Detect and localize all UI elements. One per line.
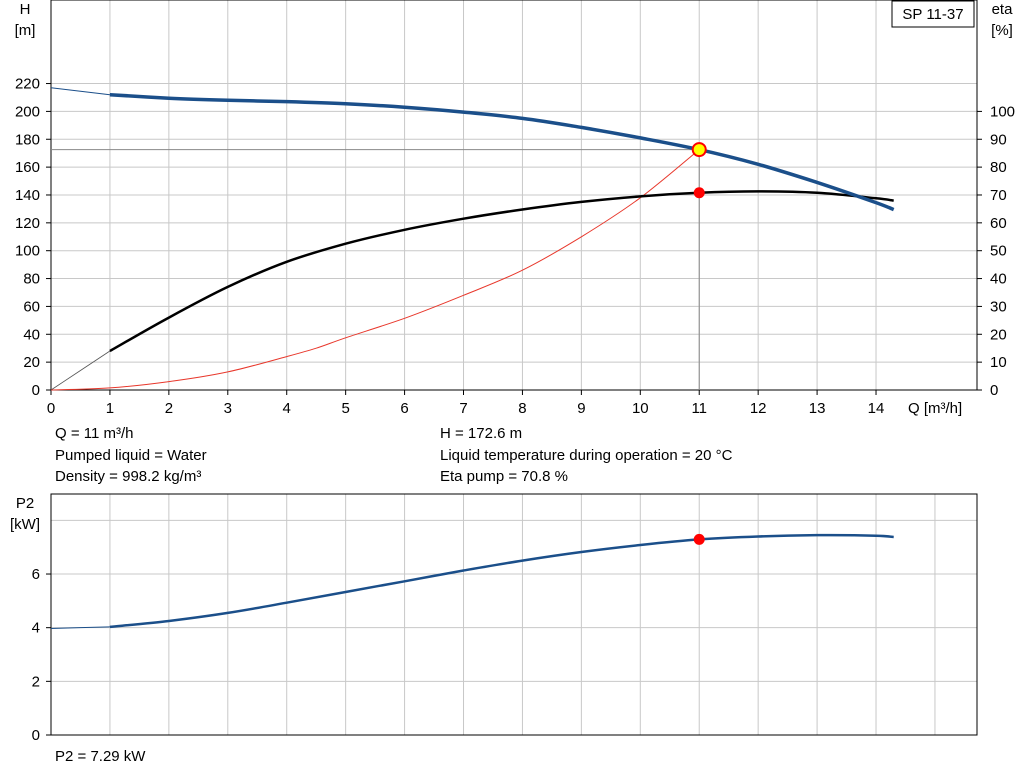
y2-tick-label: 100 [990, 103, 1015, 120]
y-axis-label-p2: P2 [16, 495, 34, 512]
y-tick-label: 0 [32, 382, 40, 399]
y-tick-label: 180 [15, 131, 40, 148]
y-tick-label: 100 [15, 243, 40, 260]
bottom-chart-series [50, 533, 894, 629]
system-curve [50, 149, 700, 391]
top-chart-series [50, 87, 895, 391]
info-liquid-temperature: Liquid temperature during operation = 20… [440, 447, 733, 464]
y2-tick-label: 80 [990, 159, 1007, 176]
info-eta-pump: Eta pump = 70.8 % [440, 468, 568, 485]
x-tick-label: 1 [106, 400, 114, 417]
x-axis-label: Q [m³/h] [908, 400, 962, 417]
legend-pump-model: SP 11-37 [902, 6, 963, 23]
x-tick-label: 2 [165, 400, 173, 417]
p2-tick-label: 4 [32, 620, 40, 637]
x-tick-label: 6 [400, 400, 408, 417]
y-tick-label: 200 [15, 103, 40, 120]
x-tick-label: 5 [341, 400, 349, 417]
x-tick-label: 14 [868, 400, 885, 417]
legend-box [891, 0, 975, 28]
bottom-chart-grid [51, 494, 977, 735]
y-axis-label-h: H [20, 1, 31, 18]
x-tick-label: 7 [459, 400, 467, 417]
duty-point-eta [693, 187, 705, 199]
p2-tick-label: 6 [32, 566, 40, 583]
top-chart-ticks: 0 1 2 3 4 5 6 7 8 9 10 11 12 13 1402040608010012014016… [15, 76, 1015, 417]
y-tick-label: 40 [23, 326, 40, 343]
p2-tick-label: 2 [32, 673, 40, 690]
y2-tick-label: 70 [990, 187, 1007, 204]
bottom-chart-ticks: 0 2 4 6 [32, 566, 51, 744]
duty-point-p2 [693, 533, 705, 545]
eta-curve-extrapolation [50, 350, 111, 391]
y2-tick-label: 60 [990, 215, 1007, 232]
y-axis-label-p2-unit: [kW] [10, 516, 40, 533]
head-curve-extrapolation [50, 87, 110, 96]
y2-tick-label: 0 [990, 382, 998, 399]
y2-axis-label-eta: eta [992, 1, 1014, 18]
y-tick-label: 20 [23, 354, 40, 371]
info-pumped-liquid: Pumped liquid = Water [55, 447, 207, 464]
y2-tick-label: 50 [990, 243, 1007, 260]
y2-axis-label-eta-unit: [%] [991, 22, 1013, 39]
x-tick-label: 10 [632, 400, 649, 417]
x-tick-label: 4 [283, 400, 291, 417]
x-tick-label: 13 [809, 400, 826, 417]
y-tick-label: 80 [23, 271, 40, 288]
y-tick-label: 120 [15, 215, 40, 232]
p2-curve-extrapolation [50, 626, 110, 629]
top-chart-grid [51, 0, 977, 390]
x-tick-label: 0 [47, 400, 55, 417]
y-tick-label: 220 [15, 76, 40, 93]
head-curve [109, 92, 895, 212]
duty-point-head [691, 142, 707, 158]
y2-tick-label: 30 [990, 298, 1007, 315]
y-tick-label: 160 [15, 159, 40, 176]
x-tick-label: 12 [750, 400, 767, 417]
p2-curve [109, 533, 894, 629]
eta-curve [109, 190, 894, 353]
x-tick-label: 9 [577, 400, 585, 417]
y2-tick-label: 10 [990, 354, 1007, 371]
y-axis-label-h-unit: [m] [15, 22, 36, 39]
y2-tick-label: 90 [990, 131, 1007, 148]
p2-tick-label: 0 [32, 727, 40, 744]
y2-tick-label: 20 [990, 326, 1007, 343]
x-tick-label: 3 [224, 400, 232, 417]
bottom-chart-frame [50, 493, 978, 736]
y2-tick-label: 40 [990, 271, 1007, 288]
info-head: H = 172.6 m [440, 425, 523, 442]
x-tick-label: 8 [518, 400, 526, 417]
x-tick-label: 11 [691, 400, 707, 417]
info-density: Density = 998.2 kg/m³ [55, 468, 202, 485]
y-tick-label: 60 [23, 298, 40, 315]
info-flow-rate: Q = 11 m³/h [55, 425, 134, 442]
info-p2-power: P2 = 7.29 kW [55, 748, 146, 765]
y-tick-label: 140 [15, 187, 40, 204]
